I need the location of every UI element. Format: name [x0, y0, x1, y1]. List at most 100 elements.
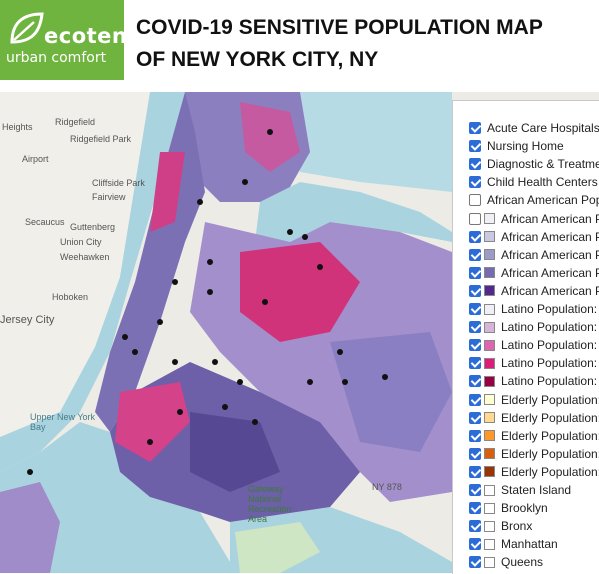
legend-item[interactable]: Elderly Population: > — [453, 463, 599, 481]
legend-item[interactable]: Elderly Population: 5 — [453, 445, 599, 463]
facility-marker[interactable] — [317, 264, 323, 270]
layer-checkbox[interactable] — [469, 230, 481, 243]
facility-marker[interactable] — [172, 359, 178, 365]
legend-item[interactable]: Queens — [453, 553, 599, 571]
facility-marker[interactable] — [307, 379, 313, 385]
layer-checkbox[interactable] — [469, 484, 481, 496]
layer-checkbox[interactable] — [469, 375, 481, 388]
legend-item[interactable]: Latino Population: > — [453, 372, 599, 390]
legend-label: African American Population — [501, 229, 599, 244]
legend-item[interactable]: Latino Population: 0 — [453, 300, 599, 318]
new-jersey-land — [0, 92, 165, 437]
legend-item[interactable]: African American Population — [453, 282, 599, 300]
facility-marker[interactable] — [147, 439, 153, 445]
legend-swatch — [484, 502, 495, 514]
legend-swatch — [484, 538, 495, 550]
bronx-latino-cluster — [240, 102, 300, 172]
legend-swatch — [484, 303, 495, 315]
facility-marker[interactable] — [212, 359, 218, 365]
layer-checkbox[interactable] — [469, 465, 481, 478]
layer-checkbox[interactable] — [469, 248, 481, 261]
layer-checkbox[interactable] — [469, 284, 481, 297]
facility-marker[interactable] — [242, 179, 248, 185]
layer-checkbox[interactable] — [469, 140, 481, 153]
layer-checkbox[interactable] — [469, 538, 481, 551]
brooklyn-central-cluster — [190, 412, 280, 492]
legend-label: Queens — [501, 555, 544, 570]
long-island-sound — [300, 92, 452, 192]
legend-item[interactable]: Latino Population: 5 — [453, 354, 599, 372]
place-label: Guttenberg — [70, 222, 116, 232]
legend-item[interactable]: Latino Population: 10 — [453, 336, 599, 354]
place-label: Cliffside Park — [92, 178, 145, 188]
legend-item[interactable]: Child Health Centers — [453, 173, 599, 191]
facility-marker[interactable] — [342, 379, 348, 385]
facility-marker[interactable] — [122, 334, 128, 340]
layer-checkbox[interactable] — [469, 339, 481, 352]
legend-item[interactable]: Elderly Population: 1 — [453, 409, 599, 427]
title-line-2: OF NEW YORK CITY, NY — [136, 48, 379, 71]
layer-checkbox[interactable] — [469, 303, 481, 315]
layer-checkbox[interactable] — [469, 429, 481, 442]
facility-marker[interactable] — [27, 469, 33, 475]
layer-checkbox[interactable] — [469, 411, 481, 424]
layer-checkbox[interactable] — [469, 122, 481, 134]
layer-checkbox[interactable] — [469, 321, 481, 334]
facility-marker[interactable] — [197, 199, 203, 205]
layer-checkbox[interactable] — [469, 556, 481, 569]
facility-marker[interactable] — [237, 379, 243, 385]
legend-item[interactable]: African American Population — [453, 191, 599, 209]
facility-marker[interactable] — [222, 404, 228, 410]
facility-marker[interactable] — [337, 349, 343, 355]
page-title: COVID-19 SENSITIVE POPULATION MAP OF NEW… — [136, 12, 596, 76]
layer-checkbox[interactable] — [469, 176, 481, 189]
legend-item[interactable]: Diagnostic & Treatment Centers — [453, 155, 599, 173]
facility-marker[interactable] — [207, 289, 213, 295]
legend-swatch — [484, 375, 495, 387]
legend-item[interactable]: Bronx — [453, 517, 599, 535]
facility-marker[interactable] — [177, 409, 183, 415]
layer-checkbox[interactable] — [469, 212, 481, 225]
legend-item[interactable]: Staten Island — [453, 481, 599, 499]
legend-item[interactable]: Latino Population: 10 — [453, 318, 599, 336]
legend-label: African American Population — [501, 283, 599, 298]
facility-marker[interactable] — [267, 129, 273, 135]
legend-swatch — [484, 394, 495, 405]
legend-item[interactable]: African American Population — [453, 228, 599, 246]
facility-marker[interactable] — [382, 374, 388, 380]
layer-checkbox[interactable] — [469, 502, 481, 515]
place-label: Airport — [22, 154, 49, 164]
place-label: Heights — [2, 122, 33, 132]
legend-swatch — [484, 357, 495, 369]
facility-marker[interactable] — [287, 229, 293, 235]
facility-marker[interactable] — [157, 319, 163, 325]
facility-marker[interactable] — [252, 419, 258, 425]
facility-marker[interactable] — [132, 349, 138, 355]
facility-marker[interactable] — [207, 259, 213, 265]
layer-checkbox[interactable] — [469, 447, 481, 460]
layer-checkbox[interactable] — [469, 266, 481, 279]
title-line-1: COVID-19 SENSITIVE POPULATION MAP — [136, 16, 543, 39]
facility-marker[interactable] — [302, 234, 308, 240]
facility-marker[interactable] — [262, 299, 268, 305]
legend-item[interactable]: Elderly Population: 1 — [453, 427, 599, 445]
layer-checkbox[interactable] — [469, 194, 481, 207]
layer-checkbox[interactable] — [469, 357, 481, 370]
place-label: Ridgefield Park — [70, 134, 132, 144]
legend-swatch — [484, 249, 495, 261]
legend-item[interactable]: Manhattan — [453, 535, 599, 553]
layer-checkbox[interactable] — [469, 520, 481, 533]
legend-item[interactable]: Nursing Home — [453, 137, 599, 155]
legend-label: African American Population — [501, 247, 599, 262]
legend-item[interactable]: African American Population — [453, 264, 599, 282]
legend-item[interactable]: African American Population — [453, 210, 599, 228]
legend-item[interactable]: African American Population — [453, 246, 599, 264]
legend-item[interactable]: Acute Care Hospitals — [453, 119, 599, 137]
layer-checkbox[interactable] — [469, 393, 481, 406]
legend-item[interactable]: Elderly Population: 0 — [453, 391, 599, 409]
facility-marker[interactable] — [172, 279, 178, 285]
layer-checkbox[interactable] — [469, 158, 481, 171]
legend-item[interactable]: Brooklyn — [453, 499, 599, 517]
legend-label: Bronx — [501, 519, 533, 534]
leaf-icon — [10, 12, 44, 44]
